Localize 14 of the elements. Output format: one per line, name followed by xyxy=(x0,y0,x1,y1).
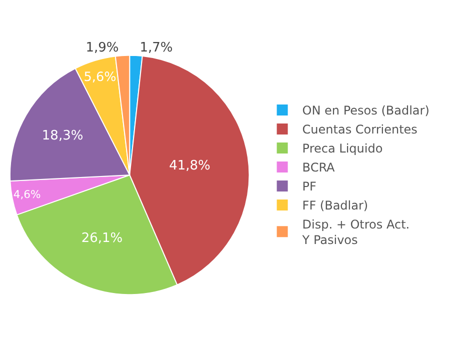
legend-label: PF xyxy=(302,180,317,194)
legend-label: Cuentas Corrientes xyxy=(302,122,418,137)
data-label: 26,1% xyxy=(81,230,123,246)
legend-label: ON en Pesos (Badlar) xyxy=(302,104,430,118)
legend-label: BCRA xyxy=(302,160,336,175)
legend-label: Disp. + Otros Act. Y Pasivos xyxy=(301,217,410,248)
data-label: 5,6% xyxy=(84,70,116,86)
data-label: 4,6% xyxy=(13,188,41,202)
data-label: 41,8% xyxy=(169,158,210,174)
data-label: 1,7% xyxy=(140,40,173,56)
data-label: 18,3% xyxy=(42,128,84,144)
legend-label: FF (Badlar) xyxy=(302,198,368,213)
data-label: 1,9% xyxy=(86,40,119,56)
legend-label: Preca Liquido xyxy=(302,142,383,156)
